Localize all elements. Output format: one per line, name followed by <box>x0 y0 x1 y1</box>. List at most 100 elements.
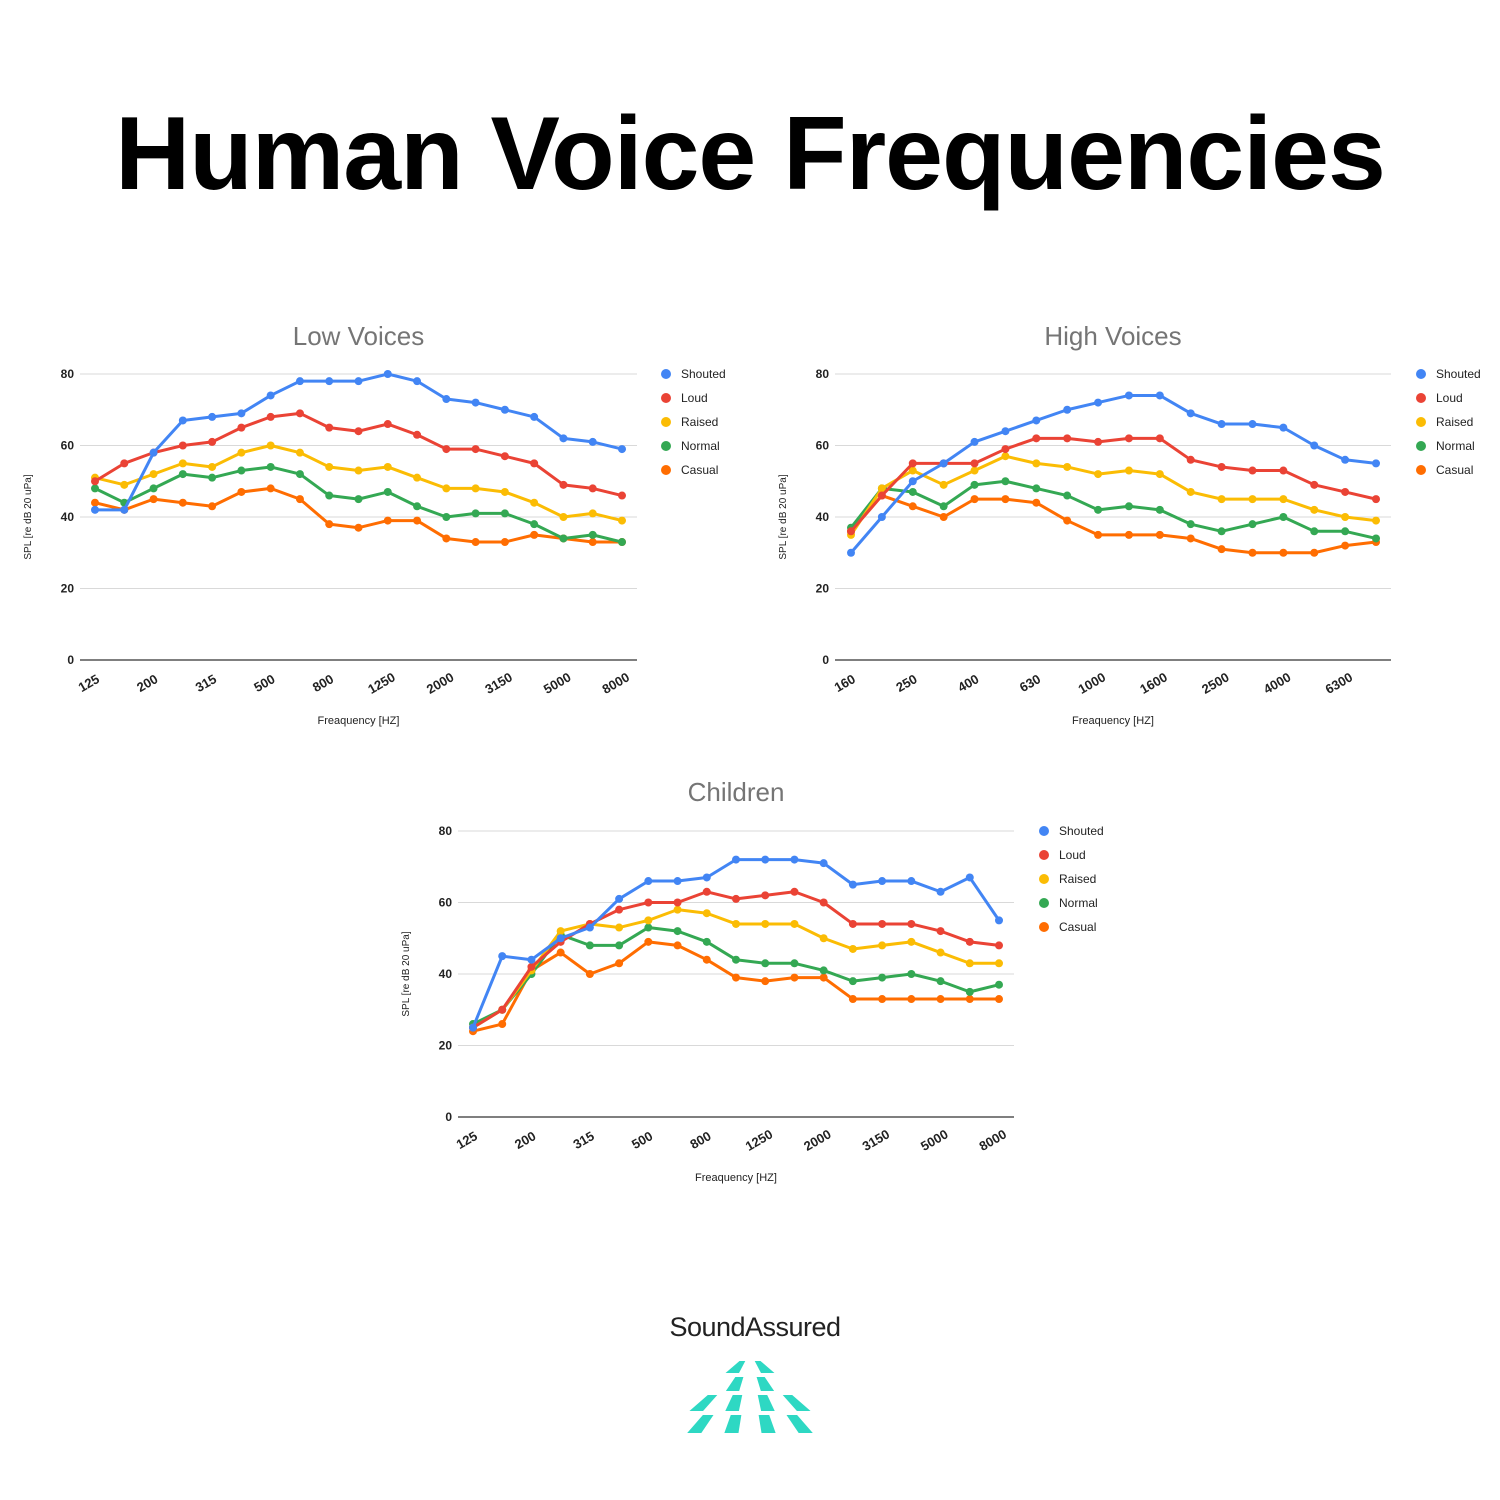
data-point-normal <box>442 513 451 521</box>
data-point-loud <box>732 894 740 903</box>
data-point-shouted <box>295 377 304 386</box>
data-point-shouted <box>1248 420 1257 429</box>
y-tick-label: 0 <box>822 653 829 667</box>
x-tick-label: 3150 <box>860 1126 893 1153</box>
data-point-shouted <box>877 513 886 521</box>
data-point-raised <box>1001 452 1010 461</box>
data-point-normal <box>1155 505 1164 514</box>
data-point-casual <box>673 941 682 950</box>
data-point-normal <box>1032 484 1041 493</box>
data-point-loud <box>1217 462 1226 471</box>
data-point-casual <box>936 995 945 1004</box>
legend-marker-shouted <box>1416 369 1426 379</box>
data-point-raised <box>673 905 682 914</box>
x-tick-label: 8000 <box>599 669 632 696</box>
data-point-loud <box>500 452 509 461</box>
data-point-raised <box>702 909 711 918</box>
data-point-normal <box>878 973 887 982</box>
data-point-loud <box>1094 437 1103 446</box>
legend-label: Casual <box>1059 920 1096 934</box>
x-tick-label: 3150 <box>482 669 515 696</box>
data-point-loud <box>790 887 799 896</box>
data-point-loud <box>1372 495 1380 504</box>
data-point-casual <box>588 538 597 547</box>
data-point-shouted <box>1279 423 1288 432</box>
logo-tile <box>689 1395 718 1411</box>
data-point-loud <box>383 420 392 429</box>
data-point-shouted <box>556 934 565 943</box>
data-point-shouted <box>208 412 217 421</box>
data-point-shouted <box>790 855 799 864</box>
data-point-shouted <box>442 395 451 404</box>
data-point-shouted <box>644 877 653 886</box>
legend-label: Raised <box>681 415 718 429</box>
legend-marker-normal <box>661 441 671 451</box>
data-point-casual <box>295 495 304 504</box>
data-point-normal <box>936 977 945 986</box>
series-line-loud <box>849 436 1377 533</box>
y-axis-label: SPL [re dB 20 uPa] <box>401 931 412 1016</box>
data-point-normal <box>295 470 304 479</box>
data-point-casual <box>1248 548 1257 557</box>
data-point-shouted <box>266 391 275 400</box>
legend-label: Normal <box>681 439 720 453</box>
data-point-normal <box>702 937 711 946</box>
data-point-casual <box>442 534 451 543</box>
logo-tile <box>687 1415 714 1433</box>
chart-high-voices: High Voices 0 20 40 60 80 SPL [re dB 20 uPa] 16… <box>778 321 1481 727</box>
data-point-shouted <box>559 434 568 443</box>
data-point-normal <box>354 495 363 504</box>
x-tick-label: 800 <box>687 1128 713 1152</box>
data-point-casual <box>1094 530 1103 539</box>
data-point-normal <box>1094 505 1103 514</box>
data-point-shouted <box>527 955 536 964</box>
legend-label: Loud <box>1059 848 1086 862</box>
data-point-raised <box>530 498 539 507</box>
brand-name: SoundAssured <box>669 1312 841 1342</box>
data-point-loud <box>1124 434 1133 443</box>
data-point-raised <box>325 462 334 471</box>
data-point-loud <box>1341 487 1350 496</box>
data-point-raised <box>1032 459 1041 468</box>
data-point-loud <box>618 491 626 500</box>
legend-marker-loud <box>661 393 671 403</box>
data-point-loud <box>237 423 246 432</box>
data-point-shouted <box>970 437 979 446</box>
data-point-raised <box>1124 466 1133 475</box>
data-point-shouted <box>325 377 334 386</box>
data-point-shouted <box>1372 459 1380 468</box>
data-point-casual <box>995 995 1003 1004</box>
x-tick-label: 500 <box>251 671 277 695</box>
data-point-raised <box>120 480 129 489</box>
data-point-casual <box>878 995 887 1004</box>
data-point-casual <box>907 995 916 1004</box>
data-point-raised <box>1155 470 1164 479</box>
data-point-casual <box>1155 530 1164 539</box>
data-point-casual <box>500 538 509 547</box>
data-point-normal <box>1341 527 1350 536</box>
data-point-casual <box>848 995 857 1004</box>
legend-marker-loud <box>1416 393 1426 403</box>
data-point-loud <box>1248 466 1257 475</box>
data-point-loud <box>877 491 886 500</box>
data-point-loud <box>702 887 711 896</box>
data-point-normal <box>1310 527 1319 536</box>
data-point-normal <box>325 491 334 500</box>
x-tick-label: 1000 <box>1076 669 1109 696</box>
data-point-normal <box>208 473 217 482</box>
data-point-casual <box>761 977 770 986</box>
data-point-shouted <box>847 548 855 557</box>
data-point-shouted <box>965 873 974 882</box>
data-point-normal <box>1248 520 1257 529</box>
x-axis-label: Freaquency [HZ] <box>1072 715 1154 727</box>
legend-label: Shouted <box>1436 367 1481 381</box>
data-point-normal <box>149 484 158 493</box>
data-point-loud <box>644 898 653 907</box>
data-point-normal <box>907 970 916 978</box>
legend-marker-normal <box>1416 441 1426 451</box>
series-line-raised <box>849 454 1377 536</box>
data-point-loud <box>178 441 187 450</box>
data-point-loud <box>91 477 99 486</box>
x-tick-label: 200 <box>134 671 160 695</box>
data-point-normal <box>1124 502 1133 511</box>
